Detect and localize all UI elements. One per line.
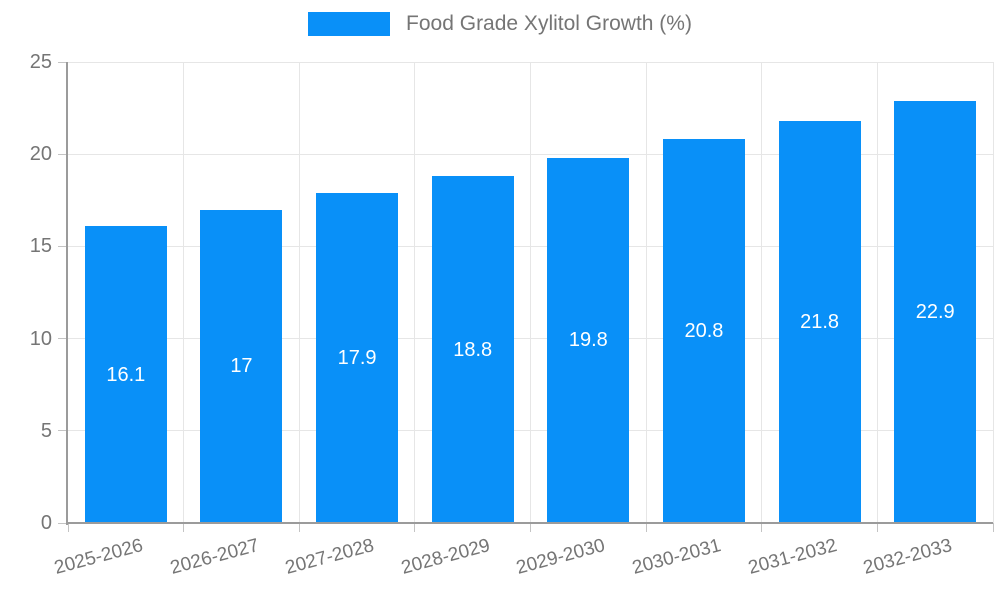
y-axis-tick (58, 153, 68, 155)
bar (316, 192, 399, 523)
bar-value-label: 22.9 (915, 300, 955, 323)
y-tick-label: 10 (29, 327, 52, 350)
x-tick-label: 2032-2033 (861, 535, 955, 579)
x-gridline (645, 62, 647, 523)
x-axis-tick (530, 523, 531, 532)
bar (431, 176, 514, 523)
x-gridline (298, 62, 300, 523)
y-tick-label: 0 (40, 512, 52, 534)
x-axis-tick (761, 523, 763, 532)
y-tick-label: 20 (29, 143, 52, 166)
y-axis-line (66, 62, 68, 525)
bar-value-label: 17 (230, 355, 253, 378)
x-tick-label: 2031-2032 (745, 535, 839, 579)
bar-value-label: 17.9 (337, 346, 377, 369)
bar (894, 100, 977, 523)
x-axis-tick (298, 523, 300, 532)
x-axis-tick (183, 523, 185, 532)
x-gridline (761, 62, 763, 523)
y-tick-label: 25 (29, 51, 52, 73)
bar-value-label: 18.8 (453, 338, 493, 361)
x-axis-tick (414, 523, 416, 532)
x-axis-tick (645, 523, 647, 532)
y-axis-tick (58, 61, 68, 63)
x-tick-label: 2029-2030 (514, 535, 608, 579)
y-tick-label: 5 (40, 419, 52, 442)
x-axis-line (66, 522, 993, 524)
y-axis-tick (58, 245, 68, 247)
x-gridline (414, 62, 416, 523)
bar-value-label: 20.8 (684, 320, 724, 343)
bar-value-label: 19.8 (568, 329, 608, 352)
x-gridline (876, 62, 878, 523)
x-gridline (992, 62, 994, 523)
bar-value-label: 16.1 (106, 363, 146, 386)
y-tick-label: 15 (29, 235, 52, 258)
legend-label: Food Grade Xylitol Growth (%) (406, 12, 692, 35)
x-axis-tick (876, 523, 878, 532)
x-axis-tick (992, 523, 994, 532)
x-tick-label: 2025-2026 (52, 535, 146, 579)
bar (84, 226, 167, 523)
y-axis-tick (58, 430, 68, 432)
legend-swatch (308, 12, 391, 36)
x-tick-label: 2026-2027 (167, 535, 261, 579)
x-tick-label: 2030-2031 (630, 535, 724, 579)
y-axis-tick (58, 338, 68, 340)
y-axis-tick (58, 522, 68, 524)
bar-value-label: 21.8 (800, 311, 840, 333)
bar (778, 121, 861, 523)
x-axis-tick (67, 523, 69, 532)
x-gridline (530, 62, 531, 523)
x-gridline (183, 62, 185, 523)
legend[interactable]: Food Grade Xylitol Growth (%) (0, 12, 1000, 36)
bar (547, 157, 630, 523)
x-tick-label: 2027-2028 (283, 535, 377, 579)
bar (200, 209, 283, 523)
bar (662, 139, 745, 523)
x-tick-label: 2028-2029 (398, 535, 493, 579)
